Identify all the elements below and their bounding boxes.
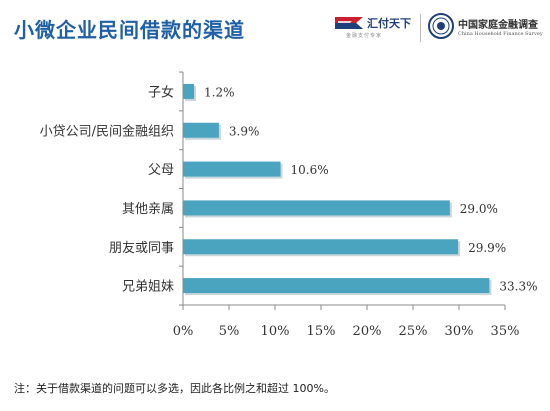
bar	[183, 83, 195, 99]
category-label: 子女	[148, 84, 174, 100]
x-tick-label: 0%	[173, 324, 194, 339]
chfs-logo-en: China Household Finance Survey	[458, 31, 543, 37]
logo-divider	[420, 14, 421, 42]
chfs-logo-cn: 中国家庭金融调查	[458, 20, 538, 31]
value-label: 29.9%	[468, 241, 506, 255]
footnote: 注：关于借款渠道的问题可以多选，因此各比例之和超过 100%。	[14, 382, 335, 395]
value-label: 1.2%	[204, 85, 235, 99]
chfs-logo: 中国家庭金融调查 China Household Finance Survey	[428, 12, 546, 44]
x-tick-label: 20%	[353, 324, 382, 339]
bar	[183, 161, 281, 177]
chart-title: 小微企业民间借款的渠道	[14, 18, 245, 42]
bar	[183, 278, 490, 294]
bar	[183, 122, 219, 138]
category-label: 小贷公司/民间金融组织	[40, 123, 174, 139]
logo-bar: 汇付天下 金融支付专家 中国家庭金融调查 China Household Fin…	[334, 10, 544, 46]
huifu-logo: 汇付天下 金融支付专家	[334, 12, 412, 42]
bar	[183, 239, 459, 255]
x-tick-label: 10%	[261, 324, 290, 339]
x-tick-label: 30%	[445, 324, 474, 339]
huifu-logo-mark	[335, 17, 363, 29]
category-label: 兄弟姐妹	[122, 280, 174, 295]
huifu-logo-name: 汇付天下	[367, 17, 411, 30]
x-tick-label: 25%	[399, 324, 428, 339]
value-label: 29.0%	[460, 202, 498, 216]
huifu-logo-tagline: 金融支付专家	[346, 33, 383, 39]
x-tick-label: 15%	[307, 324, 336, 339]
value-label: 10.6%	[291, 163, 329, 177]
category-label: 其他亲属	[122, 202, 174, 217]
chfs-seal-icon	[428, 13, 454, 39]
x-tick-label: 5%	[219, 324, 240, 339]
category-label: 朋友或同事	[109, 240, 174, 256]
bar	[183, 200, 450, 216]
x-tick-label: 35%	[491, 324, 520, 339]
value-label: 3.9%	[229, 124, 260, 138]
category-label: 父母	[148, 163, 174, 178]
value-label: 33.3%	[499, 280, 537, 294]
